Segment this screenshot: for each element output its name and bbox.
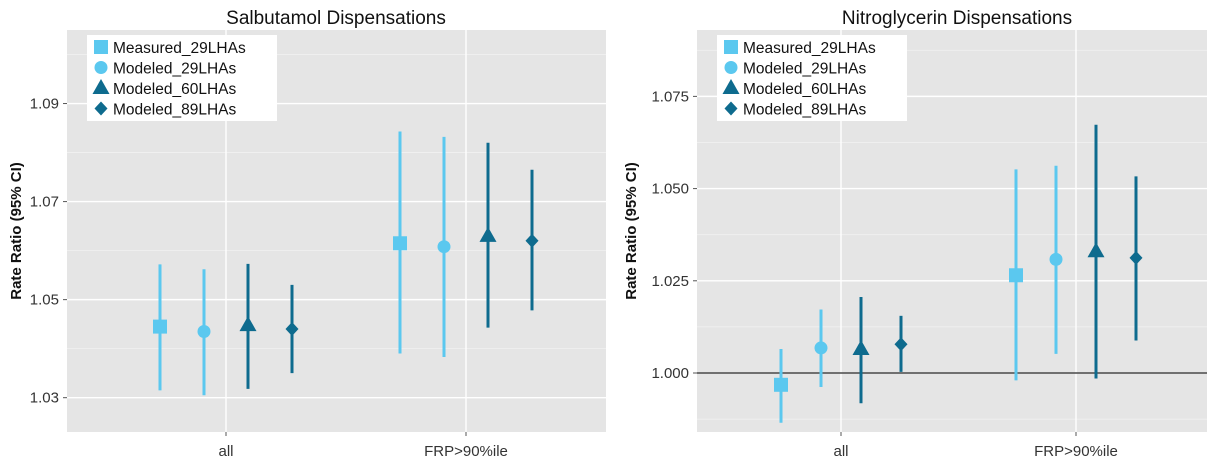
square-marker xyxy=(153,319,167,334)
legend-label: Measured_29LHAs xyxy=(113,40,246,57)
diamond-marker xyxy=(1129,250,1143,265)
circle-marker xyxy=(814,341,828,355)
legend-square-marker xyxy=(94,40,108,54)
y-axis-title: Rate Ratio (95% CI) xyxy=(623,162,640,300)
legend-triangle-marker xyxy=(722,79,740,94)
y-axis-ticks: 1.03 1.05 1.07 1.09 xyxy=(30,96,67,407)
x-tick-label: FRP>90%ile xyxy=(424,443,508,460)
square-marker xyxy=(1009,268,1023,283)
legend-diamond-marker xyxy=(724,101,738,116)
legend-diamond-marker xyxy=(94,101,108,116)
legend: Measured_29LHAs Modeled_29LHAs Modeled_60L… xyxy=(717,35,907,121)
circle-marker xyxy=(197,325,211,338)
nitroglycerin-panel: 1.000 1.025 1.050 1.075 all FRP>90%ile Nitro… xyxy=(623,8,1207,460)
chart-title: Nitroglycerin Dispensations xyxy=(842,8,1072,29)
salbutamol-panel: 1.03 1.05 1.07 1.09 all FRP>90%ile Salbutamo… xyxy=(8,8,606,460)
x-tick-label: FRP>90%ile xyxy=(1034,443,1118,460)
legend-box xyxy=(87,35,277,121)
legend-box xyxy=(717,35,907,121)
diamond-marker xyxy=(285,322,299,337)
legend-label: Modeled_89LHAs xyxy=(113,102,236,119)
y-tick-label: 1.03 xyxy=(30,390,59,407)
data-marks xyxy=(153,131,539,396)
square-marker xyxy=(393,236,407,251)
square-marker xyxy=(774,377,788,392)
circle-marker xyxy=(437,240,451,254)
y-tick-label: 1.05 xyxy=(30,292,59,309)
legend-label: Modeled_29LHAs xyxy=(113,61,236,78)
circle-marker xyxy=(1049,252,1063,266)
triangle-marker xyxy=(852,340,870,356)
legend-label: Modeled_60LHAs xyxy=(743,81,866,98)
legend-label: Measured_29LHAs xyxy=(743,40,876,57)
diamond-marker xyxy=(525,233,539,248)
legend-circle-marker xyxy=(94,61,108,74)
legend-triangle-marker xyxy=(92,79,110,94)
y-tick-label: 1.07 xyxy=(30,194,59,211)
legend-square-marker xyxy=(724,40,738,54)
triangle-marker xyxy=(479,226,497,242)
triangle-marker xyxy=(1087,242,1105,258)
data-marks xyxy=(774,124,1143,423)
legend-label: Modeled_89LHAs xyxy=(743,102,866,119)
y-tick-label: 1.050 xyxy=(651,181,689,198)
legend-circle-marker xyxy=(724,61,738,74)
y-axis-ticks: 1.000 1.025 1.050 1.075 xyxy=(651,88,697,382)
y-tick-label: 1.09 xyxy=(30,96,59,113)
x-tick-label: all xyxy=(218,443,233,460)
legend-label: Modeled_29LHAs xyxy=(743,61,866,78)
chart-title: Salbutamol Dispensations xyxy=(226,8,446,29)
triangle-marker xyxy=(239,316,257,332)
legend: Measured_29LHAs Modeled_29LHAs Modeled_60L… xyxy=(87,35,277,121)
x-axis-ticks: all FRP>90%ile xyxy=(833,432,1118,460)
x-axis-ticks: all FRP>90%ile xyxy=(218,432,508,460)
x-tick-label: all xyxy=(833,443,848,460)
y-tick-label: 1.000 xyxy=(651,365,689,382)
y-axis-title: Rate Ratio (95% CI) xyxy=(8,162,25,300)
legend-label: Modeled_60LHAs xyxy=(113,81,236,98)
diamond-marker xyxy=(894,337,908,352)
y-tick-label: 1.075 xyxy=(651,88,689,105)
y-tick-label: 1.025 xyxy=(651,273,689,290)
